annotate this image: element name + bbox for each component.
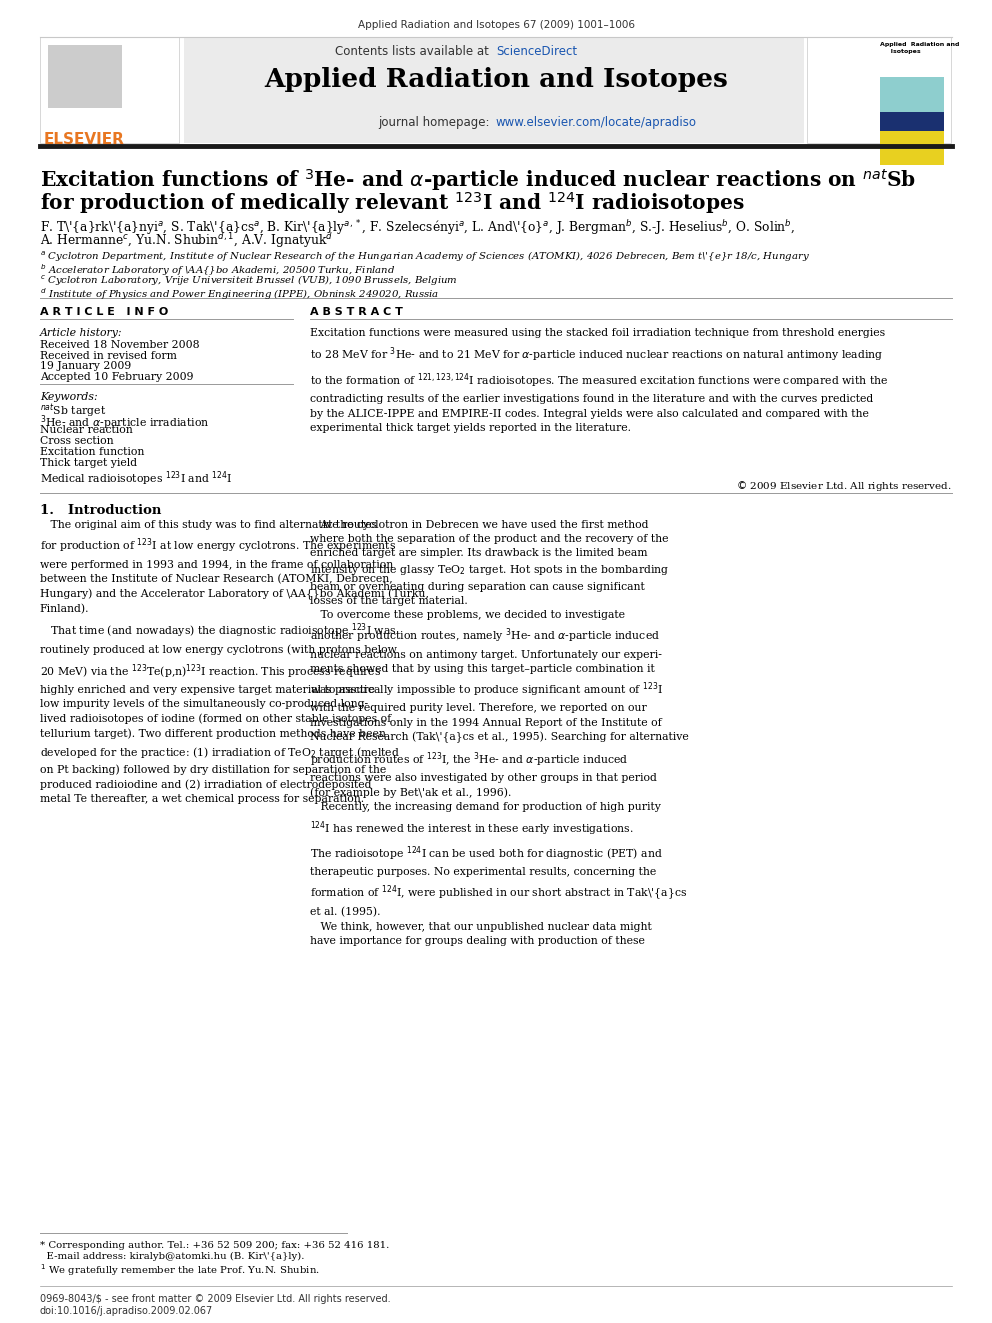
Text: $^c$ Cyclotron Laboratory, Vrije Universiteit Brussel (VUB), 1090 Brussels, Belg: $^c$ Cyclotron Laboratory, Vrije Univers…	[40, 274, 457, 288]
Text: Medical radioisotopes $^{123}$I and $^{124}$I: Medical radioisotopes $^{123}$I and $^{1…	[40, 470, 232, 488]
Text: $^a$ Cyclotron Department, Institute of Nuclear Research of the Hungarian Academ: $^a$ Cyclotron Department, Institute of …	[40, 250, 809, 265]
Text: At the cyclotron in Debrecen we have used the first method
where both the separa: At the cyclotron in Debrecen we have use…	[310, 520, 688, 946]
Text: for production of medically relevant $^{123}$I and $^{124}$I radioisotopes: for production of medically relevant $^{…	[40, 191, 744, 217]
Text: Applied Radiation and Isotopes: Applied Radiation and Isotopes	[264, 67, 728, 93]
Text: * Corresponding author. Tel.: +36 52 509 200; fax: +36 52 416 181.: * Corresponding author. Tel.: +36 52 509…	[40, 1241, 389, 1250]
Text: $^d$ Institute of Physics and Power Engineering (IPPE), Obninsk 249020, Russia: $^d$ Institute of Physics and Power Engi…	[40, 286, 438, 302]
Text: Received 18 November 2008: Received 18 November 2008	[40, 340, 199, 351]
Text: 1.   Introduction: 1. Introduction	[40, 504, 161, 517]
Text: Nuclear reaction: Nuclear reaction	[40, 425, 132, 435]
Text: Applied  Radiation and
     Isotopes: Applied Radiation and Isotopes	[880, 42, 959, 53]
Text: $^b$ Accelerator Laboratory of \AA{}bo Akademi, 20500 Turku, Finland: $^b$ Accelerator Laboratory of \AA{}bo A…	[40, 262, 395, 278]
Bar	[880, 77, 944, 95]
Text: Accepted 10 February 2009: Accepted 10 February 2009	[40, 372, 193, 382]
Text: E-mail address: kiralyb@atomki.hu (B. Kir\'{a}ly).: E-mail address: kiralyb@atomki.hu (B. Ki…	[40, 1252, 305, 1261]
Text: journal homepage:: journal homepage:	[378, 116, 493, 130]
Text: $^3$He- and $\alpha$-particle irradiation: $^3$He- and $\alpha$-particle irradiatio…	[40, 413, 209, 433]
Text: ELSEVIER: ELSEVIER	[44, 132, 125, 147]
Bar	[184, 37, 804, 143]
Text: Contents lists available at: Contents lists available at	[335, 45, 493, 58]
Text: Keywords:: Keywords:	[40, 392, 97, 402]
Bar	[880, 131, 944, 165]
Text: 19 January 2009: 19 January 2009	[40, 361, 131, 372]
Text: F. T\'{a}rk\'{a}nyi$^a$, S. Tak\'{a}cs$^a$, B. Kir\'{a}ly$^{a,*}$, F. Szelecsény: F. T\'{a}rk\'{a}nyi$^a$, S. Tak\'{a}cs$^…	[40, 218, 795, 237]
Text: $\copyright$ 2009 Elsevier Ltd. All rights reserved.: $\copyright$ 2009 Elsevier Ltd. All righ…	[736, 479, 952, 493]
Text: $^{nat}$Sb target: $^{nat}$Sb target	[40, 402, 106, 419]
Bar	[48, 45, 122, 108]
Text: The original aim of this study was to find alternative routes
for production of : The original aim of this study was to fi…	[40, 520, 429, 804]
Bar	[880, 112, 944, 131]
Text: Excitation functions of $^3$He- and $\alpha$-particle induced nuclear reactions : Excitation functions of $^3$He- and $\al…	[40, 167, 916, 193]
Text: Cross section: Cross section	[40, 435, 113, 446]
Text: Received in revised form: Received in revised form	[40, 351, 177, 361]
Text: Article history:: Article history:	[40, 328, 122, 339]
Bar	[807, 37, 951, 143]
Text: Thick target yield: Thick target yield	[40, 458, 137, 468]
Text: Excitation function: Excitation function	[40, 447, 144, 458]
Text: doi:10.1016/j.apradiso.2009.02.067: doi:10.1016/j.apradiso.2009.02.067	[40, 1306, 213, 1316]
Text: ScienceDirect: ScienceDirect	[496, 45, 577, 58]
Text: A R T I C L E   I N F O: A R T I C L E I N F O	[40, 307, 168, 318]
Bar	[880, 95, 944, 112]
Text: Applied Radiation and Isotopes 67 (2009) 1001–1006: Applied Radiation and Isotopes 67 (2009)…	[357, 20, 635, 30]
Text: A. Hermanne$^c$, Yu.N. Shubin$^{d,1}$, A.V. Ignatyuk$^d$: A. Hermanne$^c$, Yu.N. Shubin$^{d,1}$, A…	[40, 232, 333, 250]
Text: 0969-8043/$ - see front matter © 2009 Elsevier Ltd. All rights reserved.: 0969-8043/$ - see front matter © 2009 El…	[40, 1294, 390, 1304]
Text: A B S T R A C T: A B S T R A C T	[310, 307, 403, 318]
Text: $^1$ We gratefully remember the late Prof. Yu.N. Shubin.: $^1$ We gratefully remember the late Pro…	[40, 1262, 319, 1278]
Bar	[40, 37, 179, 143]
Text: www.elsevier.com/locate/apradiso: www.elsevier.com/locate/apradiso	[496, 116, 697, 130]
Text: Excitation functions were measured using the stacked foil irradiation technique : Excitation functions were measured using…	[310, 328, 888, 433]
